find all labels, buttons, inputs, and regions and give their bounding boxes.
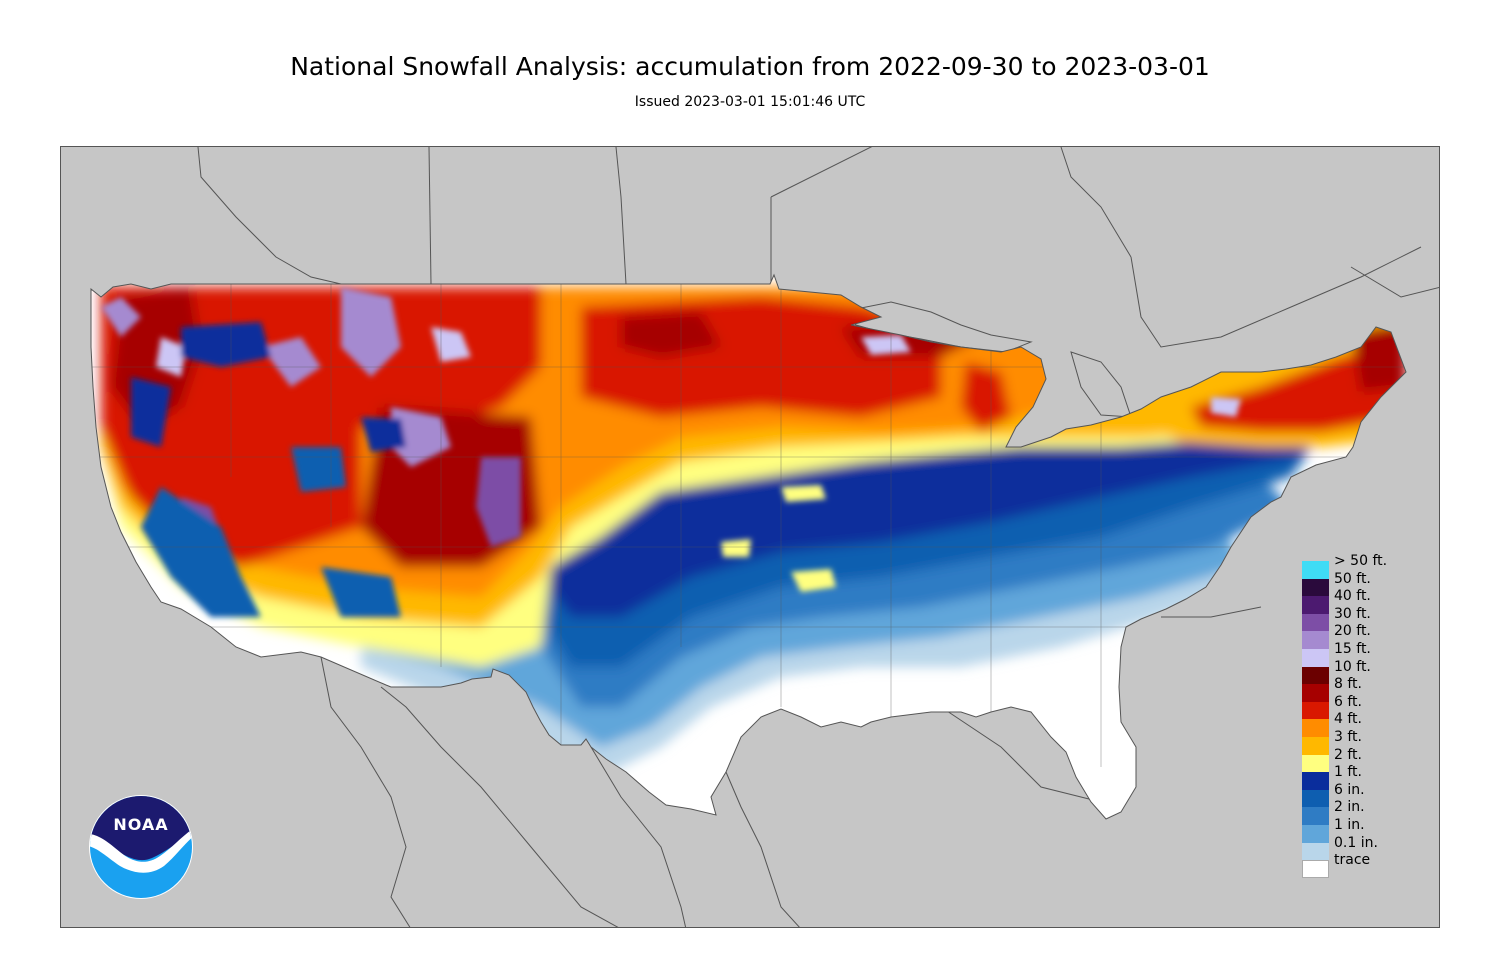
svg-text:NOAA: NOAA	[113, 815, 168, 834]
legend-swatch	[1302, 666, 1329, 685]
legend-swatch	[1302, 596, 1329, 614]
legend-label: 8 ft.	[1334, 676, 1362, 693]
issued-timestamp: Issued 2023-03-01 15:01:46 UTC	[634, 94, 866, 110]
legend-swatch	[1302, 772, 1329, 790]
legend-label: 3 ft.	[1334, 728, 1362, 745]
legend-label: 6 ft.	[1334, 693, 1362, 710]
legend-item: trace	[1302, 852, 1442, 878]
legend-item: 10 ft.	[1302, 659, 1442, 685]
legend-label: 2 in.	[1334, 799, 1365, 816]
legend-swatch	[1302, 648, 1329, 667]
legend-label: 1 in.	[1334, 816, 1365, 833]
legend-swatch	[1302, 684, 1329, 702]
legend-swatch	[1302, 719, 1329, 737]
legend-swatch	[1302, 807, 1329, 825]
legend-item: 2 in.	[1302, 799, 1442, 825]
legend-label: 30 ft.	[1334, 605, 1371, 622]
map-canvas	[61, 147, 1439, 927]
legend-label: 6 in.	[1334, 781, 1365, 798]
legend-item: 40 ft.	[1302, 588, 1442, 614]
legend-item: 8 ft.	[1302, 676, 1442, 702]
canada-mexico-boundaries	[197, 147, 1439, 927]
legend-swatch	[1302, 561, 1329, 579]
legend-item: 30 ft.	[1302, 606, 1442, 632]
legend-label: 2 ft.	[1334, 746, 1362, 763]
legend-swatch	[1302, 824, 1329, 843]
legend-swatch	[1302, 631, 1329, 649]
legend-swatch	[1302, 754, 1329, 773]
legend-label: 0.1 in.	[1334, 834, 1378, 851]
legend-item: 0.1 in.	[1302, 835, 1442, 861]
legend-item: 2 ft.	[1302, 747, 1442, 773]
legend-item: 3 ft.	[1302, 729, 1442, 755]
legend-item: 6 in.	[1302, 782, 1442, 808]
legend-item: 1 in.	[1302, 817, 1442, 843]
legend-item: 20 ft.	[1302, 623, 1442, 649]
snowfall-map[interactable]	[60, 146, 1440, 928]
legend-label: 15 ft.	[1334, 640, 1371, 657]
legend-item: 1 ft.	[1302, 764, 1442, 790]
legend-item: 50 ft.	[1302, 571, 1442, 597]
legend-label: 20 ft.	[1334, 623, 1371, 640]
legend-label: 4 ft.	[1334, 711, 1362, 728]
legend-item: 6 ft.	[1302, 694, 1442, 720]
legend: > 50 ft. 50 ft. 40 ft. 30 ft. 20 ft. 15 …	[1302, 553, 1442, 878]
legend-label: 1 ft.	[1334, 764, 1362, 781]
legend-label: trace	[1334, 852, 1371, 869]
legend-swatch	[1302, 613, 1329, 632]
legend-item: 15 ft.	[1302, 641, 1442, 667]
legend-label: 40 ft.	[1334, 588, 1371, 605]
legend-label: 10 ft.	[1334, 658, 1371, 675]
legend-label: > 50 ft.	[1334, 553, 1388, 569]
legend-label: 50 ft.	[1334, 570, 1371, 587]
legend-swatch	[1302, 736, 1329, 755]
legend-swatch	[1302, 578, 1329, 597]
state-boundaries	[91, 284, 1406, 767]
legend-item: > 50 ft.	[1302, 553, 1442, 579]
legend-swatch	[1302, 789, 1329, 808]
map-title: National Snowfall Analysis: accumulation…	[290, 52, 1210, 81]
legend-swatch	[1302, 860, 1329, 878]
legend-swatch	[1302, 701, 1329, 720]
legend-item: 4 ft.	[1302, 711, 1442, 737]
noaa-logo-icon: NOAA	[89, 795, 193, 899]
legend-swatch	[1302, 842, 1329, 861]
